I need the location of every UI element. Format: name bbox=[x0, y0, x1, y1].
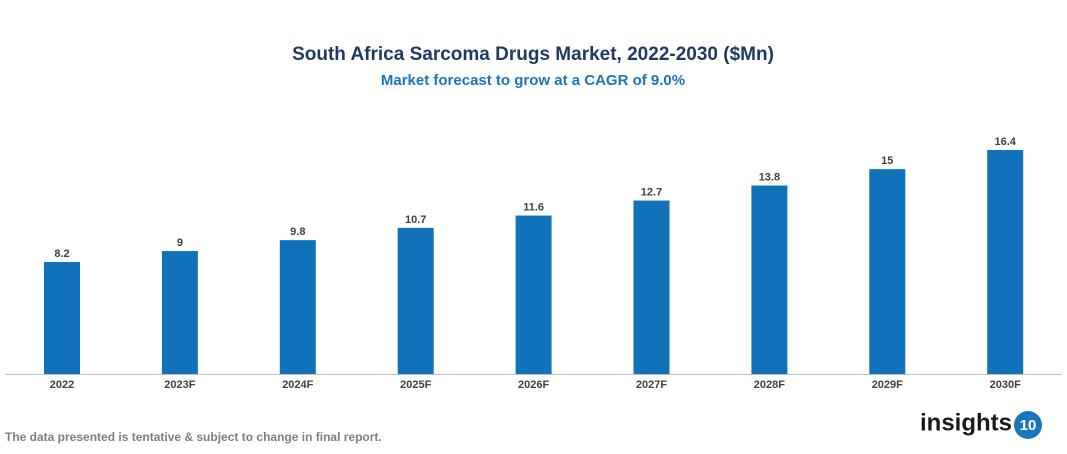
logo-number: 10 bbox=[1020, 417, 1037, 434]
logo-circle bbox=[1014, 411, 1042, 439]
x-tick-label: 2030F bbox=[990, 379, 1021, 391]
x-tick-label: 2027F bbox=[636, 379, 667, 391]
data-label: 15 bbox=[881, 155, 893, 167]
data-label: 16.4 bbox=[994, 136, 1016, 148]
bar bbox=[279, 240, 316, 374]
chart-subtitle: Market forecast to grow at a CAGR of 9.0… bbox=[381, 72, 685, 89]
data-label: 10.7 bbox=[405, 214, 426, 226]
x-tick-label: 2029F bbox=[872, 379, 903, 391]
x-tick-label: 2025F bbox=[400, 379, 431, 391]
bar bbox=[633, 200, 670, 374]
data-label: 9.8 bbox=[290, 226, 305, 238]
chart-title: South Africa Sarcoma Drugs Market, 2022-… bbox=[292, 44, 774, 65]
x-tick-label: 2028F bbox=[754, 379, 785, 391]
data-label: 12.7 bbox=[641, 186, 662, 198]
bar bbox=[987, 150, 1024, 374]
x-tick-label: 2024F bbox=[282, 379, 313, 391]
bar bbox=[44, 262, 80, 374]
data-label: 13.8 bbox=[759, 171, 780, 183]
footer-note: The data presented is tentative & subjec… bbox=[5, 430, 382, 444]
data-label: 8.2 bbox=[54, 248, 69, 260]
logo-text: insights bbox=[920, 409, 1012, 436]
bar bbox=[397, 227, 434, 374]
bar bbox=[751, 185, 788, 374]
data-label: 9 bbox=[177, 237, 183, 249]
x-tick-label: 2022 bbox=[50, 379, 74, 391]
x-tick-label: 2026F bbox=[518, 379, 549, 391]
bar bbox=[515, 215, 552, 374]
x-tick-label: 2023F bbox=[164, 379, 195, 391]
data-label: 11.6 bbox=[523, 201, 544, 213]
bar bbox=[161, 251, 198, 374]
bar bbox=[869, 169, 906, 374]
